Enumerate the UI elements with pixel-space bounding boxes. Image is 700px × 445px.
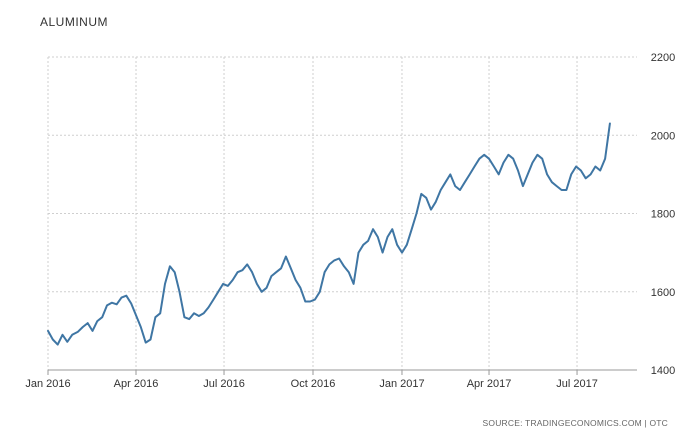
chart-title: ALUMINUM	[40, 15, 108, 29]
series-layer	[47, 122, 611, 346]
y-tick-label: 2200	[651, 52, 675, 64]
x-tick-label: Jul 2016	[203, 378, 245, 390]
x-tick-label: Apr 2017	[467, 378, 512, 390]
x-tick-label: Jul 2017	[556, 378, 598, 390]
x-tick-label: Jan 2017	[379, 378, 424, 390]
x-tick-label: Jan 2016	[25, 378, 70, 390]
y-tick-label: 1800	[651, 209, 675, 221]
axes: 1400 1600 1800 2000 2200 Jan 2016 Apr 2016 Jul …	[25, 52, 675, 390]
series-line-0	[47, 122, 611, 346]
source-label: SOURCE: TRADINGECONOMICS.COM | OTC	[483, 418, 668, 428]
y-tick-label: 1600	[651, 287, 675, 299]
x-tick-label: Apr 2016	[114, 378, 159, 390]
y-tick-label: 2000	[651, 130, 675, 142]
grid	[47, 56, 637, 371]
y-tick-label: 1400	[651, 365, 675, 377]
x-tick-label: Oct 2016	[291, 378, 336, 390]
